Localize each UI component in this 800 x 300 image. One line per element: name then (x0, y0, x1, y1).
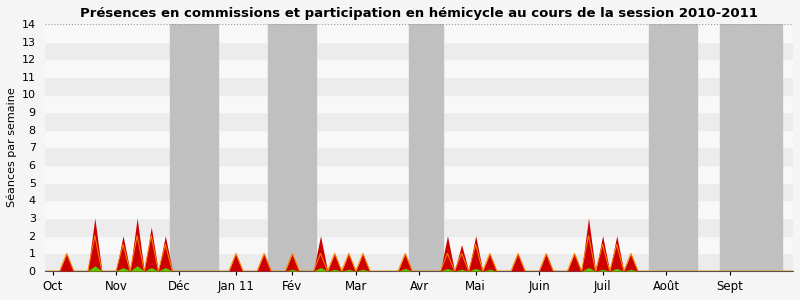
Bar (170, 24, 218, 271)
Y-axis label: Séances par semaine: Séances par semaine (7, 88, 18, 207)
Bar (46, 200, 793, 218)
Title: Présences en commissions et participation en hémicycle au cours de la session 20: Présences en commissions et participatio… (80, 7, 758, 20)
Bar (46, 148, 793, 165)
Bar (46, 254, 793, 271)
Bar (46, 236, 793, 254)
Bar (46, 59, 793, 77)
Bar (46, 218, 793, 236)
Bar (46, 24, 793, 41)
Bar (649, 24, 697, 271)
Bar (46, 112, 793, 130)
Bar (410, 24, 443, 271)
Bar (720, 24, 782, 271)
Bar (46, 41, 793, 59)
Bar (46, 130, 793, 148)
Bar (46, 77, 793, 94)
Bar (46, 165, 793, 183)
Bar (268, 24, 316, 271)
Bar (46, 94, 793, 112)
Bar (46, 183, 793, 200)
